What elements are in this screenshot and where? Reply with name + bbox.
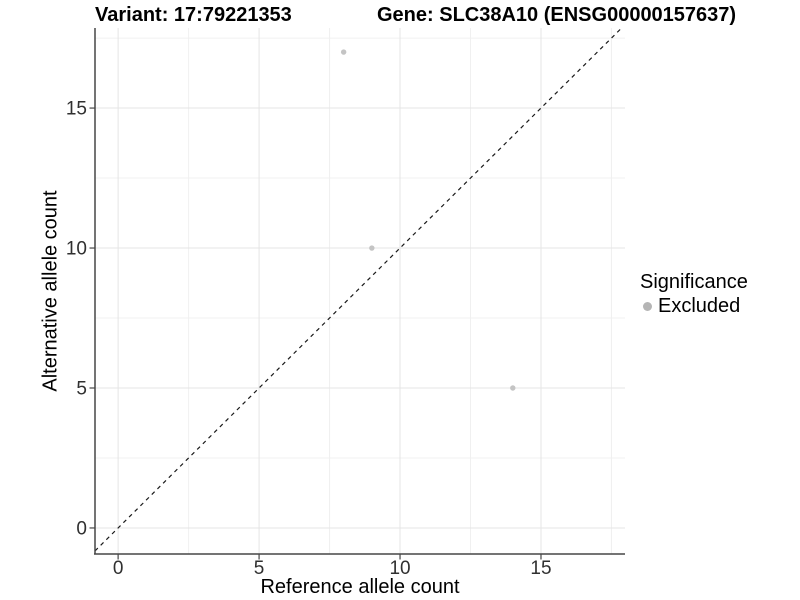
x-tick-label: 15 (530, 558, 551, 579)
x-axis-title: Reference allele count (260, 576, 460, 598)
legend-item-label: Excluded (658, 295, 741, 317)
y-tick-label: 0 (76, 518, 87, 539)
legend-point-icon (643, 302, 652, 311)
legend-item-excluded: Excluded (643, 295, 748, 318)
x-tick-label: 0 (113, 558, 124, 579)
plot-title-variant: Variant: 17:79221353 (95, 4, 292, 26)
plot-title-gene: Gene: SLC38A10 (ENSG00000157637) (377, 4, 737, 26)
data-point (340, 49, 347, 55)
x-tick-label: 5 (254, 558, 265, 579)
y-axis-title: Alternative allele count (39, 190, 62, 392)
legend-title: Significance (640, 271, 748, 293)
y-tick-label: 5 (76, 378, 87, 399)
y-tick-label: 10 (66, 239, 87, 260)
data-point (369, 245, 375, 251)
y-tick-label: 15 (66, 99, 87, 120)
x-tick-label: 10 (389, 558, 410, 579)
legend: Significance Excluded (640, 271, 748, 318)
identity-dashed-line (94, 27, 623, 552)
data-point (510, 385, 516, 391)
